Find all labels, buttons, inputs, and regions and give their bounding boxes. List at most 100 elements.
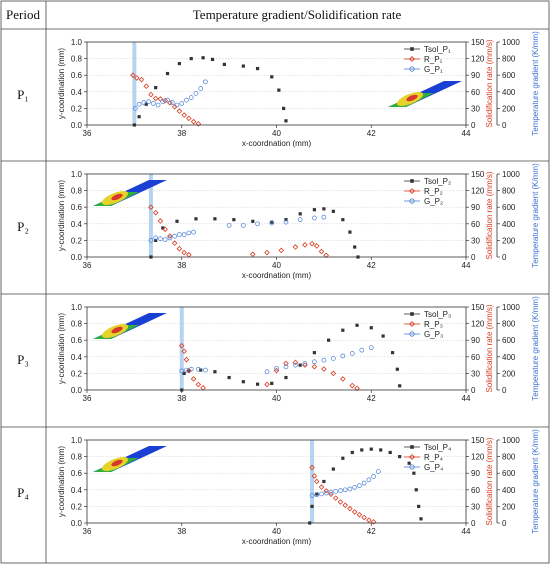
r-point	[190, 376, 197, 382]
r-point	[370, 519, 377, 525]
y-tick-label-right2: 800	[502, 55, 516, 64]
y-tick-label-right1: 60	[471, 88, 480, 97]
r-point	[311, 363, 318, 370]
r-point	[332, 495, 339, 501]
y-tick-label-left: 0.0	[71, 253, 83, 262]
tsol-point	[298, 363, 302, 367]
y-tick-label-left: 0.6	[71, 71, 83, 80]
r-point	[157, 96, 164, 102]
y-axis-label-right2: Temperature gradient (K/mm)	[531, 163, 540, 268]
g-point	[297, 217, 303, 222]
r-point	[337, 499, 344, 505]
g-point	[226, 223, 232, 228]
tsol-point	[407, 461, 411, 465]
g-point	[357, 483, 362, 488]
tsol-point	[298, 212, 302, 216]
r-point	[181, 112, 187, 118]
y-tick-label-right2: 800	[502, 453, 516, 462]
r-point	[167, 233, 173, 239]
legend: Tsol_P₄R_P₄G_P₄	[404, 443, 451, 472]
y-tick-label-left: 0.6	[71, 469, 83, 478]
g-point	[158, 236, 163, 242]
y-axis-label-left: y-coordination (mm)	[57, 48, 66, 119]
y-tick-label-left: 0.2	[71, 104, 83, 113]
x-tick-label: 44	[462, 394, 471, 403]
r-point	[309, 240, 315, 247]
tsol-point	[312, 351, 316, 355]
melt-pool-inset	[93, 180, 167, 206]
y-tick-label-left: 0.4	[71, 486, 83, 495]
g-point	[376, 469, 381, 474]
tsol-point	[331, 467, 335, 471]
g-point	[179, 101, 185, 106]
y-tick-label-left: 1.0	[71, 436, 83, 445]
y-tick-label-right1: 150	[471, 38, 485, 47]
g-point	[323, 490, 329, 496]
y-tick-label-left: 0.8	[71, 320, 83, 329]
r-point	[330, 370, 337, 377]
g-point	[314, 492, 320, 498]
y-tick-label-right1: 90	[471, 469, 480, 478]
header-content: Temperature gradient/Solidification rate	[193, 7, 402, 22]
r-point	[186, 367, 192, 374]
x-tick-label: 44	[462, 527, 471, 536]
inset-melt-core	[406, 94, 418, 102]
r-point	[356, 511, 363, 518]
r-point	[292, 244, 299, 250]
tsol-point	[201, 56, 205, 60]
tsol-point	[322, 479, 326, 484]
y-axis-label-right2: Temperature gradient (K/mm)	[531, 296, 540, 401]
g-point	[352, 484, 358, 490]
g-point	[349, 351, 355, 356]
tsol-point	[241, 380, 245, 384]
tsol-point	[255, 382, 260, 386]
tsol-point	[369, 326, 373, 330]
g-point	[333, 489, 339, 494]
g-point	[184, 97, 189, 103]
r-point	[143, 83, 149, 90]
g-point	[319, 491, 324, 497]
g-point	[136, 101, 142, 107]
y-axis-label-left: y-coordination (mm)	[57, 180, 66, 251]
r-point	[250, 251, 256, 257]
tsol-point	[322, 207, 326, 211]
y-tick-label-left: 0.6	[71, 203, 83, 212]
tsol-point	[137, 115, 141, 119]
r-point	[314, 243, 320, 249]
r-point	[351, 509, 358, 515]
chart-panel-1: P₁ 36 38 40 42 44 x-coordnation (mm) 0.0 0.2 0.4 0…	[17, 31, 540, 148]
r-point	[133, 75, 140, 81]
tsol-point	[154, 238, 158, 242]
g-point	[321, 214, 327, 220]
tsol-point	[255, 66, 260, 71]
y-tick-label-right1: 30	[471, 104, 480, 113]
y-tick-label-right1: 90	[471, 203, 480, 212]
tsol-point	[154, 86, 158, 90]
y-tick-label-right1: 120	[471, 55, 485, 64]
r-point	[148, 204, 154, 210]
g-point	[283, 219, 289, 225]
tsol-point	[327, 338, 331, 342]
series-r	[178, 342, 360, 392]
tsol-point	[398, 455, 402, 459]
r-point	[178, 342, 185, 349]
tsol-point	[189, 57, 193, 61]
r-point	[152, 95, 159, 102]
legend-label-g: G_P₄	[424, 463, 443, 472]
tsol-point	[331, 209, 335, 213]
g-point	[141, 100, 147, 105]
series-tsol	[180, 323, 402, 392]
tsol-point	[251, 219, 255, 223]
tsol-point	[353, 245, 357, 249]
legend-label-r: R_P₃	[424, 320, 443, 329]
tsol-point	[284, 119, 288, 123]
y-tick-label-right1: 150	[471, 436, 485, 445]
r-point	[321, 366, 327, 372]
x-tick-label: 40	[272, 129, 281, 138]
r-point	[171, 103, 178, 110]
r-point	[171, 240, 178, 246]
g-point	[293, 362, 298, 368]
tsol-point	[270, 75, 274, 79]
tsol-point	[379, 448, 383, 452]
r-point	[361, 514, 367, 521]
